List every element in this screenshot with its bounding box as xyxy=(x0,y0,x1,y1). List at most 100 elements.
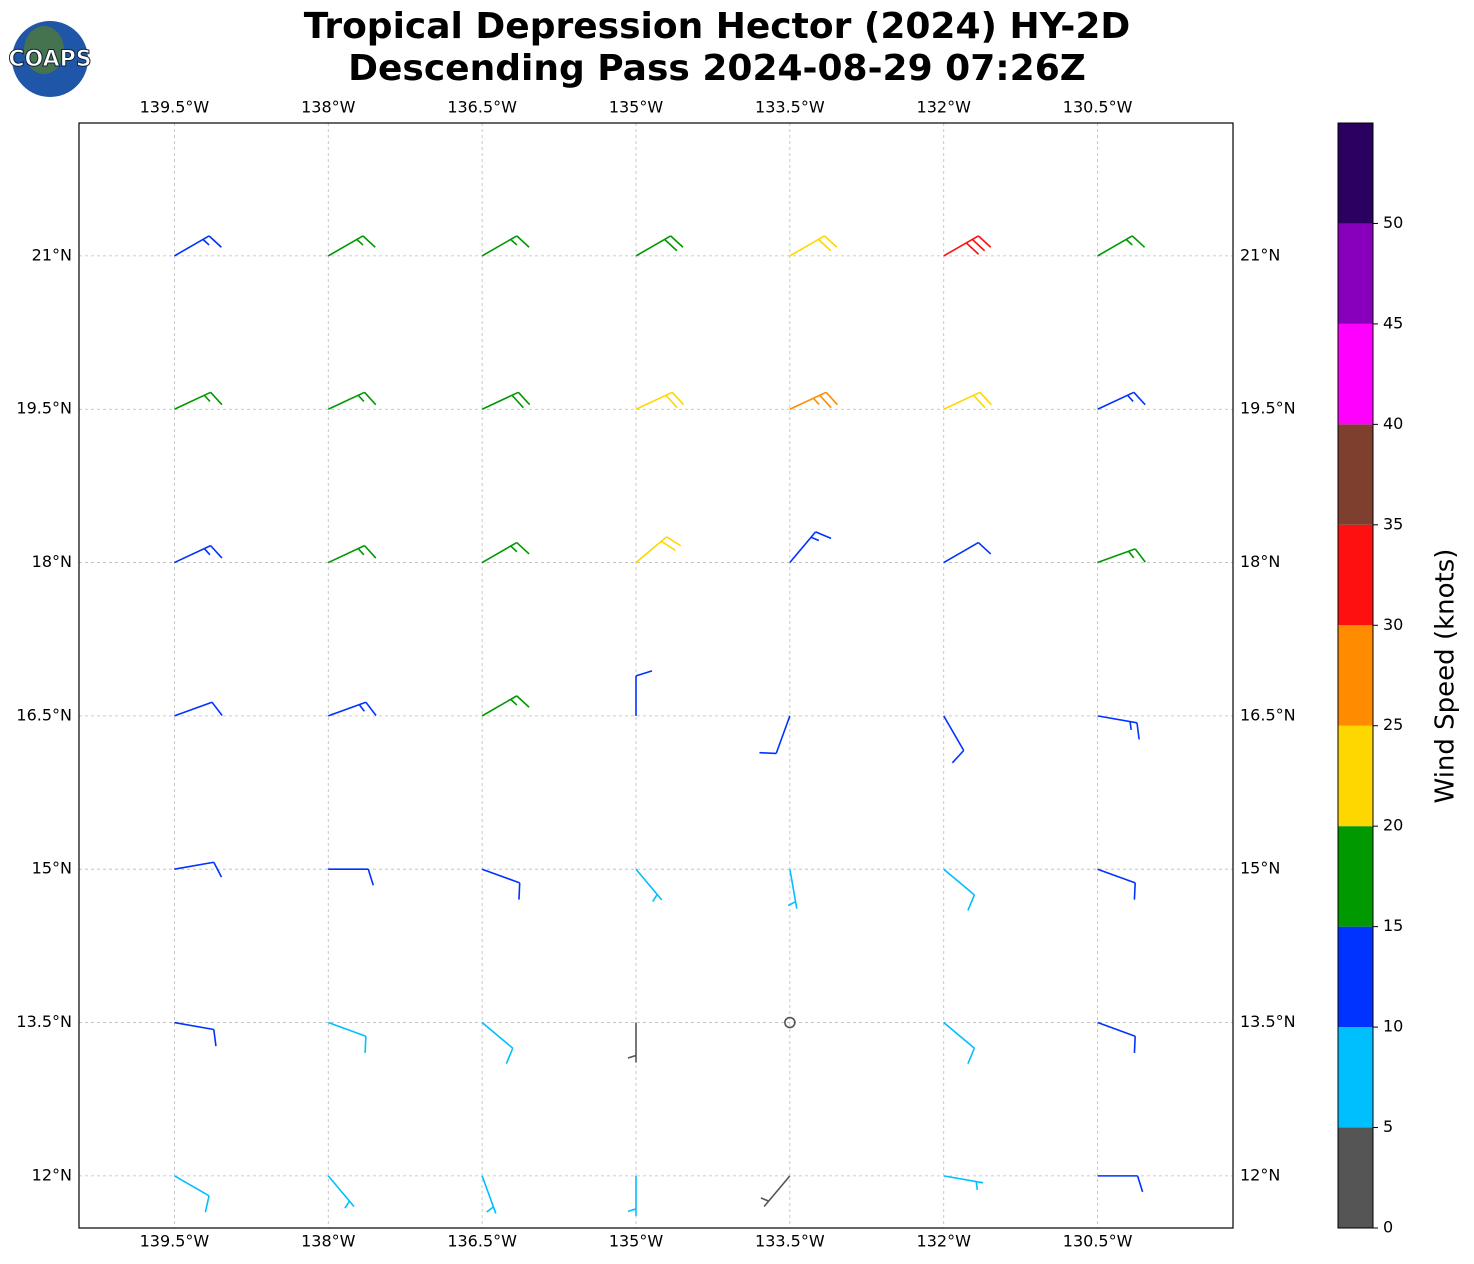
barb-half-feather xyxy=(203,548,211,556)
wind-barb xyxy=(943,541,992,564)
colorbar-segment xyxy=(1338,725,1373,827)
barb-feather xyxy=(977,235,992,248)
wind-barb xyxy=(174,1021,217,1047)
wind-barb xyxy=(1097,715,1140,740)
barb-feather xyxy=(517,391,531,406)
x-tick-label: 138°W xyxy=(301,1232,356,1251)
wind-barb xyxy=(760,1175,791,1208)
wind-barb xyxy=(481,391,531,410)
colorbar-tick-label: 25 xyxy=(1383,715,1403,734)
colorbar-tick-label: 5 xyxy=(1383,1117,1393,1136)
barb-staff xyxy=(481,1021,514,1049)
barb-staff xyxy=(943,1175,984,1184)
wind-barb xyxy=(174,861,223,878)
subtitle: Descending Pass 2024-08-29 07:26Z xyxy=(348,48,1086,89)
barb-staff xyxy=(943,235,979,257)
barb-feather xyxy=(1136,1175,1144,1193)
barb-staff xyxy=(635,391,673,410)
barb-feather xyxy=(671,391,685,406)
barb-feather xyxy=(817,238,832,252)
barb-half-feather xyxy=(486,1206,494,1213)
barb-feather xyxy=(204,1195,210,1213)
wind-barb xyxy=(784,1016,796,1029)
barb-staff xyxy=(327,1021,367,1037)
barb-feather xyxy=(516,695,530,708)
barb-staff xyxy=(1097,715,1138,724)
barb-half-feather xyxy=(787,900,796,907)
barb-staff xyxy=(327,544,365,564)
barb-feather xyxy=(815,531,832,540)
barb-staff xyxy=(327,1175,355,1208)
colorbar-tick-label: 10 xyxy=(1383,1017,1403,1036)
colorbar-tick-label: 30 xyxy=(1383,615,1403,634)
x-tick-label: 139.5°W xyxy=(140,1232,210,1251)
barb-half-feather xyxy=(1125,238,1133,246)
wind-barb xyxy=(1097,868,1136,900)
barb-feather xyxy=(977,541,992,555)
colorbar-segment xyxy=(1338,926,1373,1028)
logo: COAPS xyxy=(8,21,92,97)
wind-barb xyxy=(173,235,222,257)
wind-barb xyxy=(481,695,530,717)
barb-half-feather xyxy=(810,536,820,542)
barb-feather xyxy=(670,235,684,248)
barb-feather xyxy=(516,235,530,248)
barb-feather xyxy=(965,242,980,255)
y-tick-label: 12°N xyxy=(32,1165,72,1184)
barb-staff xyxy=(174,701,213,717)
wind-barb xyxy=(1097,548,1146,564)
barb-half-feather xyxy=(510,238,518,246)
barb-half-feather xyxy=(357,394,365,403)
colorbar-segment xyxy=(1338,1027,1373,1128)
y-tick-label: 19.5°N xyxy=(1240,399,1296,418)
barb-staff xyxy=(775,715,791,754)
barb-feather xyxy=(1136,722,1140,740)
y-tick-label: 15°N xyxy=(1240,859,1280,878)
x-tick-label: 139.5°W xyxy=(140,98,210,117)
barb-staff xyxy=(481,391,519,410)
barb-half-feather xyxy=(344,1200,351,1209)
wind-barb xyxy=(943,1175,984,1191)
barb-staff xyxy=(1097,391,1135,410)
y-tick-label: 13.5°N xyxy=(1240,1012,1296,1031)
barb-staff xyxy=(481,541,518,564)
wind-barb xyxy=(635,235,684,257)
wind-barb xyxy=(789,235,838,257)
colorbar-segment xyxy=(1338,424,1373,525)
barb-staff xyxy=(174,1021,214,1031)
barb-feather xyxy=(1134,548,1146,563)
barb-feather xyxy=(365,701,377,717)
wind-barb xyxy=(327,391,377,410)
y-tick-label: 19.5°N xyxy=(16,399,72,418)
barb-staff xyxy=(1097,868,1136,884)
barb-feather xyxy=(819,394,832,409)
colorbar-tick-label: 50 xyxy=(1383,213,1403,232)
wind-barb xyxy=(759,715,791,755)
barb-staff xyxy=(789,235,825,257)
colorbar-label: Wind Speed (knots) xyxy=(1431,549,1461,804)
wind-barb xyxy=(481,1021,514,1065)
wind-barb xyxy=(327,235,376,257)
barb-half-feather xyxy=(627,1054,637,1059)
barb-feather xyxy=(666,536,682,547)
barb-half-feather xyxy=(357,548,365,556)
x-tick-label: 130.5°W xyxy=(1063,98,1133,117)
colorbar-tick-label: 15 xyxy=(1383,916,1403,935)
barb-staff xyxy=(327,235,364,257)
barb-staff xyxy=(174,544,211,564)
wind-barb xyxy=(327,1021,367,1054)
colorbar-segment xyxy=(1338,323,1373,425)
barb-staff xyxy=(173,1175,210,1197)
wind-barb xyxy=(481,235,530,257)
y-tick-label: 16.5°N xyxy=(16,705,72,724)
barb-feather xyxy=(213,861,223,878)
barb-half-feather xyxy=(510,698,518,706)
barb-feather xyxy=(967,894,976,911)
barb-feather xyxy=(660,540,676,552)
x-tick-label: 130.5°W xyxy=(1063,1232,1133,1251)
barb-feather xyxy=(973,394,986,409)
barb-feather xyxy=(367,868,375,886)
y-tick-label: 13.5°N xyxy=(16,1012,72,1031)
barb-feather xyxy=(363,545,377,559)
barb-feather xyxy=(208,235,222,248)
